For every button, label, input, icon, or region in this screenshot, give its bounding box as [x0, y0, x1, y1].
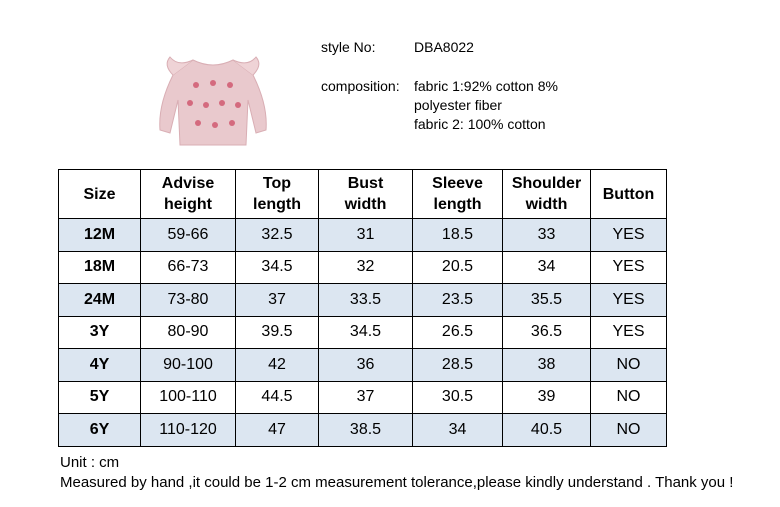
table-cell: YES — [590, 315, 667, 349]
table-cell: 28.5 — [412, 348, 503, 382]
table-cell: 4Y — [58, 348, 141, 382]
table-cell: 26.5 — [412, 315, 503, 349]
table-cell: 34.5 — [318, 315, 413, 349]
table-cell: 34.5 — [235, 250, 319, 284]
table-cell: 18M — [58, 250, 141, 284]
table-cell: 5Y — [58, 380, 141, 414]
table-cell: 39.5 — [235, 315, 319, 349]
table-cell: 38.5 — [318, 413, 413, 447]
table-cell: 38 — [502, 348, 591, 382]
header-text: Size — [83, 185, 116, 203]
table-row: 4Y 90-100 42 36 28.5 38 NO — [58, 348, 667, 382]
table-cell: 73-80 — [140, 283, 236, 317]
table-cell: 90-100 — [140, 348, 236, 382]
table-cell: 37 — [318, 380, 413, 414]
table-cell: 20.5 — [412, 250, 503, 284]
table-cell: 23.5 — [412, 283, 503, 317]
composition-label: composition: — [321, 78, 400, 94]
table-cell: 42 — [235, 348, 319, 382]
composition-line: fabric 1:92% cotton 8% — [414, 78, 558, 94]
table-cell: 39 — [502, 380, 591, 414]
product-image — [159, 56, 267, 146]
table-cell: 32 — [318, 250, 413, 284]
table-cell: 34 — [502, 250, 591, 284]
table-cell: 59-66 — [140, 218, 236, 252]
header-text: Shoulder width — [511, 175, 582, 213]
header-row: Size Advise height Top length Bust width Sle… — [58, 169, 667, 219]
table-cell: 3Y — [58, 315, 141, 349]
table-cell: 44.5 — [235, 380, 319, 414]
table-cell: NO — [590, 380, 667, 414]
header-cell: Size — [58, 169, 141, 219]
table-cell: 24M — [58, 283, 141, 317]
header-cell: Top length — [235, 169, 319, 219]
table-cell: 32.5 — [235, 218, 319, 252]
table-cell: YES — [590, 218, 667, 252]
table-cell: 33 — [502, 218, 591, 252]
header-cell: Advise height — [140, 169, 236, 219]
header-text: Button — [602, 185, 655, 203]
table-row: 3Y 80-90 39.5 34.5 26.5 36.5 YES — [58, 315, 667, 349]
table-cell: 110-120 — [140, 413, 236, 447]
table-cell: 18.5 — [412, 218, 503, 252]
style-label: style No: — [321, 39, 376, 55]
table-row: 12M 59-66 32.5 31 18.5 33 YES — [58, 218, 667, 252]
table-cell: YES — [590, 250, 667, 284]
table-cell: 33.5 — [318, 283, 413, 317]
table-cell: 66-73 — [140, 250, 236, 284]
header-cell: Button — [590, 169, 667, 219]
note-line: Measured by hand ,it could be 1-2 cm mea… — [60, 474, 734, 491]
header-cell: Bust width — [318, 169, 413, 219]
table-cell: 36 — [318, 348, 413, 382]
table-cell: 40.5 — [502, 413, 591, 447]
table-row: 24M 73-80 37 33.5 23.5 35.5 YES — [58, 283, 667, 317]
header-text: Advise height — [161, 175, 215, 213]
header-text: Top length — [253, 175, 301, 213]
table-cell: 37 — [235, 283, 319, 317]
table-cell: 31 — [318, 218, 413, 252]
table-cell: NO — [590, 348, 667, 382]
note-line: Unit : cm — [60, 454, 120, 471]
table-cell: 47 — [235, 413, 319, 447]
header-text: Sleeve length — [432, 175, 483, 213]
table-row: 5Y 100-110 44.5 37 30.5 39 NO — [58, 380, 667, 414]
table-row: 6Y 110-120 47 38.5 34 40.5 NO — [58, 413, 667, 447]
table-cell: 36.5 — [502, 315, 591, 349]
header-cell: Shoulder width — [502, 169, 591, 219]
table-cell: 34 — [412, 413, 503, 447]
table-cell: 100-110 — [140, 380, 236, 414]
table-cell: NO — [590, 413, 667, 447]
header-cell: Sleeve length — [412, 169, 503, 219]
table-cell: 80-90 — [140, 315, 236, 349]
table-cell: 6Y — [58, 413, 141, 447]
style-value: DBA8022 — [414, 39, 474, 55]
composition-line: polyester fiber — [414, 97, 502, 113]
table-cell: 12M — [58, 218, 141, 252]
table-row: 18M 66-73 34.5 32 20.5 34 YES — [58, 250, 667, 284]
size-table: Size Advise height Top length Bust width Sle… — [58, 169, 667, 447]
composition-line: fabric 2: 100% cotton — [414, 116, 546, 132]
table-cell: 35.5 — [502, 283, 591, 317]
header-text: Bust width — [344, 175, 387, 213]
table-cell: YES — [590, 283, 667, 317]
table-cell: 30.5 — [412, 380, 503, 414]
